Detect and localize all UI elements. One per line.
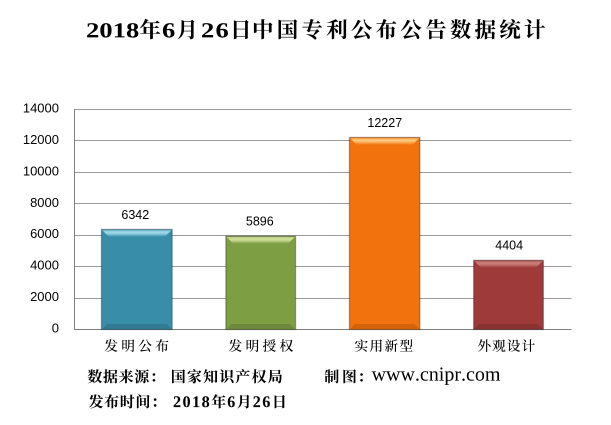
svg-text:4404: 4404 — [495, 239, 523, 253]
svg-text:8000: 8000 — [30, 195, 59, 210]
svg-text:12000: 12000 — [23, 132, 59, 147]
svg-text:2000: 2000 — [30, 289, 59, 304]
svg-text:14000: 14000 — [23, 101, 59, 116]
svg-text:5896: 5896 — [246, 215, 274, 229]
svg-text:4000: 4000 — [30, 258, 59, 273]
svg-text:6000: 6000 — [30, 226, 59, 241]
svg-text:6342: 6342 — [121, 208, 149, 222]
svg-text:12227: 12227 — [367, 116, 402, 130]
svg-text:0: 0 — [52, 321, 59, 336]
svg-text:10000: 10000 — [23, 163, 59, 178]
